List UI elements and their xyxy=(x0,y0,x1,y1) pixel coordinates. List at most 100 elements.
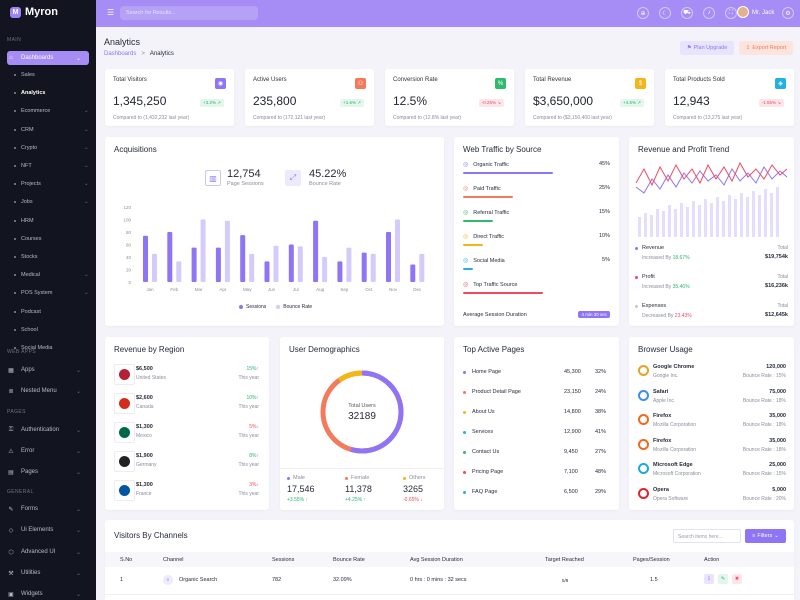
sidebar-sub-item[interactable]: NFT ⌄ xyxy=(14,163,89,169)
web-traffic-card: Web Traffic by Source ◎ Organic Traffic 4… xyxy=(454,137,619,326)
traffic-source-name: Paid Traffic xyxy=(473,185,501,192)
sidebar-sub-item[interactable]: HRM xyxy=(14,218,34,224)
avg-session-badge: 4 min 30 sec xyxy=(578,311,610,318)
traffic-source-row: ◎ Direct Traffic xyxy=(463,233,504,241)
traffic-source-icon: ◎ xyxy=(463,282,469,288)
sidebar-sub-item[interactable]: POS System ⌄ xyxy=(14,290,89,296)
browser-bounce: Bounce Rate : 18% xyxy=(742,422,786,428)
utilities-icon: ⚒ xyxy=(8,570,14,577)
sidebar-item-web_apps-1[interactable]: ≣ Nested Menu ⌄ xyxy=(7,384,89,398)
fullscreen-icon[interactable]: ⛶ xyxy=(725,7,737,19)
export-report-button[interactable]: ⇪ Export Report xyxy=(739,41,793,55)
app-logo[interactable]: M Myron xyxy=(10,6,58,18)
stat-change-badge: -0.25% ↘ xyxy=(478,99,504,107)
delete-icon[interactable]: ✖ xyxy=(732,574,742,584)
plan-upgrade-button[interactable]: ⚑ Plan Upgrade xyxy=(680,41,734,55)
x-tick-label: Jul xyxy=(293,287,299,292)
cart-icon[interactable]: ⛟ xyxy=(681,7,693,19)
breadcrumb-dashboards[interactable]: Dashboards xyxy=(104,51,137,57)
sidebar-sub-item[interactable]: Analytics xyxy=(14,90,45,96)
filters-button[interactable]: ≡ Filters ⌄ xyxy=(745,529,786,543)
page-name: About Us xyxy=(472,409,495,415)
stat-label: Active Users xyxy=(253,77,287,83)
page-row[interactable]: Product Detail Page xyxy=(463,389,521,395)
user-demographics-card: User Demographics Total Users 32189 Male… xyxy=(280,337,444,510)
browser-users: 35,000 xyxy=(769,437,786,444)
sidebar-sub-item[interactable]: Social Media xyxy=(14,345,53,351)
sidebar-item-pages-2[interactable]: ▤ Pages ⌄ xyxy=(7,465,89,479)
chevron-down-icon: ⌄ xyxy=(75,506,81,513)
trend-item: Revenue xyxy=(635,245,664,251)
export-report-label: Export Report xyxy=(752,45,787,51)
sidebar-sub-item[interactable]: Projects ⌄ xyxy=(14,181,89,187)
sidebar-item-general-4[interactable]: ▣ Widgets ⌄ xyxy=(7,587,89,600)
page-row[interactable]: FAQ Page xyxy=(463,489,497,495)
avatar[interactable] xyxy=(737,6,749,18)
sidebar-item-pages-0[interactable]: ⚿ Authentication ⌄ xyxy=(7,423,89,437)
download-icon[interactable]: ⇩ xyxy=(704,574,714,584)
region-period: This year xyxy=(238,462,259,468)
search-input[interactable]: Search for Results... xyxy=(120,6,258,20)
region-value: $6,500 xyxy=(136,366,153,372)
sidebar-sub-label: NFT xyxy=(21,163,32,169)
sidebar-item-dashboards[interactable]: ⌂ Dashboards ⌄ xyxy=(7,51,89,65)
y-tick-label: 40 xyxy=(126,255,132,260)
sidebar-sub-label: Crypto xyxy=(21,144,38,151)
sidebar-sub-item[interactable]: Medical ⌄ xyxy=(14,272,89,278)
sidebar-sub-item[interactable]: Stocks xyxy=(14,254,38,260)
edit-icon[interactable]: ✎ xyxy=(718,574,728,584)
browser-usage-card: Browser Usage Google Chrome Google Inc. … xyxy=(629,337,794,510)
page-row[interactable]: Home Page xyxy=(463,369,501,375)
sidebar-sub-item[interactable]: Jobs ⌄ xyxy=(14,199,89,205)
page-row[interactable]: Services xyxy=(463,429,493,435)
page-pct: 24% xyxy=(594,389,606,395)
menu-toggle-icon[interactable]: ☰ xyxy=(107,8,115,17)
sidebar-sub-item[interactable]: Courses xyxy=(14,236,41,242)
demo-value: 3265 xyxy=(403,484,424,494)
region-period: This year xyxy=(238,433,259,439)
sidebar-item-general-1[interactable]: ◇ Ui Elements ⌄ xyxy=(7,523,89,537)
page-row[interactable]: Contact Us xyxy=(463,449,499,455)
sidebar-item-label: Nested Menu xyxy=(21,388,57,394)
region-change: 15%↑ xyxy=(246,366,259,372)
stat-card: Total Products Sold ◈ 12,943 -1.55% ↘ Co… xyxy=(665,69,794,126)
sidebar-item-general-0[interactable]: ✎ Forms ⌄ xyxy=(7,502,89,516)
sidebar-sub-item[interactable]: Podcast xyxy=(14,309,41,315)
trend-revenue-line xyxy=(635,166,788,194)
sidebar-sub-item[interactable]: Ecommerce ⌄ xyxy=(14,108,89,114)
user-name[interactable]: Mr. Jack xyxy=(752,10,775,16)
sidebar-item-label: Apps xyxy=(21,367,35,373)
page-row[interactable]: Pricing Page xyxy=(463,469,503,475)
browser-logo-icon xyxy=(638,463,649,474)
sidebar-sub-item[interactable]: Crypto ⌄ xyxy=(14,144,89,151)
sidebar-item-label: Advanced UI xyxy=(21,549,56,555)
sidebar-sub-item[interactable]: School xyxy=(14,327,38,333)
bounce-bar xyxy=(297,246,303,282)
row-duration: 0 hrs : 0 mins : 32 secs xyxy=(410,577,467,583)
visitors-search-input[interactable]: Search items here... xyxy=(673,529,741,543)
page-sessions-value: 12,754 xyxy=(227,168,261,180)
sessions-bar xyxy=(191,247,197,282)
bell-icon[interactable]: ♪ xyxy=(703,7,715,19)
sidebar-sub-item[interactable]: Sales xyxy=(14,72,35,78)
table-column-header: Channel xyxy=(163,557,184,563)
sidebar-sub-label: School xyxy=(21,326,38,333)
page-row[interactable]: About Us xyxy=(463,409,495,415)
trend-name: Profit xyxy=(642,274,655,280)
bounce-rate-value: 45.22% xyxy=(309,168,347,180)
expand-icon[interactable]: ⊕ xyxy=(637,7,649,19)
browser-users: 75,000 xyxy=(769,388,786,395)
sidebar-sub-item[interactable]: CRM ⌄ xyxy=(14,127,89,133)
sidebar-item-label: Widgets xyxy=(21,591,43,597)
settings-gear-icon[interactable]: ⚙ xyxy=(782,7,794,19)
moon-icon[interactable]: ☾ xyxy=(659,7,671,19)
donut-others-segment xyxy=(320,370,404,454)
sidebar-item-pages-1[interactable]: ⚠ Error ⌄ xyxy=(7,444,89,458)
sidebar-item-general-2[interactable]: ⬡ Advanced UI ⌄ xyxy=(7,545,89,559)
stat-value: $3,650,000 xyxy=(533,94,594,108)
sessions-bar xyxy=(410,264,416,282)
sidebar-item-web_apps-0[interactable]: ▦ Apps ⌄ xyxy=(7,363,89,377)
chevron-down-icon: ⌄ xyxy=(75,570,81,577)
acquisitions-card: Acquisitions ▥ 12,754 Page Sessions ⤢ 45… xyxy=(105,137,444,326)
sidebar-item-general-3[interactable]: ⚒ Utilities ⌄ xyxy=(7,566,89,580)
